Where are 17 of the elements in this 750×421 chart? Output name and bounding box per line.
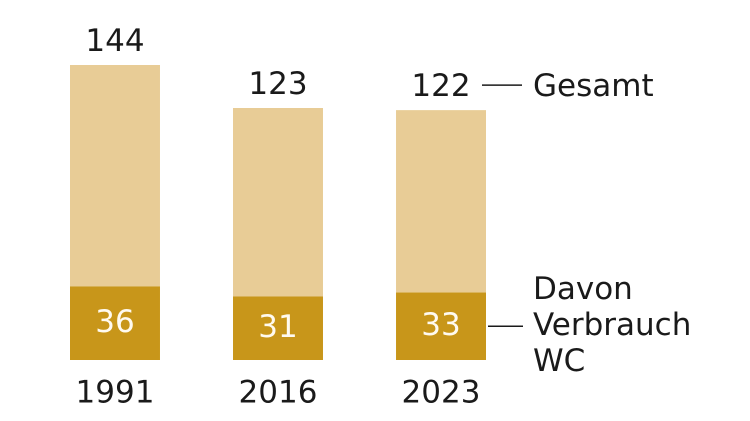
data-label: 36 bbox=[95, 304, 135, 340]
series-label: Davon Verbrauch WC bbox=[533, 271, 692, 380]
bar bbox=[396, 292, 486, 360]
data-label: 31 bbox=[258, 309, 298, 346]
bar bbox=[70, 286, 160, 360]
data-label: 33 bbox=[421, 307, 461, 344]
x-tick-label: 2023 bbox=[402, 374, 480, 410]
x-tick-label: 2016 bbox=[238, 374, 318, 410]
bar bbox=[233, 296, 323, 360]
bar bbox=[396, 110, 486, 292]
x-tick-label: 1991 bbox=[76, 374, 154, 410]
bar bbox=[233, 108, 323, 296]
total-label: 144 bbox=[85, 23, 145, 59]
series-label: Gesamt bbox=[533, 68, 654, 104]
total-label: 122 bbox=[411, 68, 471, 104]
total-label: 123 bbox=[248, 66, 308, 102]
bar bbox=[70, 65, 160, 286]
